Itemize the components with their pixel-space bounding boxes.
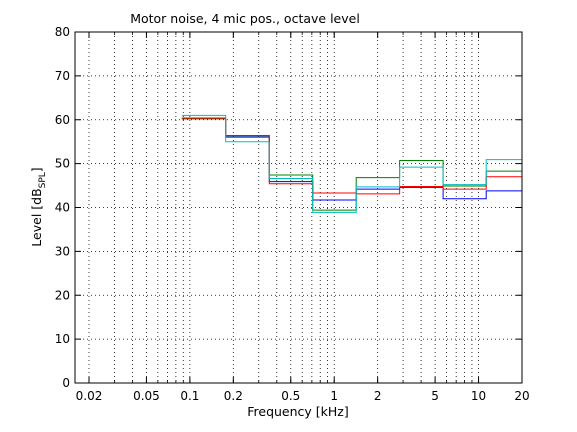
x-tick-label: 20 (514, 389, 529, 403)
x-tick-label: 0.1 (180, 389, 199, 403)
y-axis-label-main: Level [dB (29, 188, 44, 246)
x-tick-label: 10 (471, 389, 486, 403)
x-tick-label: 0.02 (76, 389, 103, 403)
grid-lines (75, 32, 522, 383)
x-axis-label: Frequency [kHz] (247, 404, 349, 419)
y-tick-label: 20 (55, 288, 70, 302)
x-tick-label: 2 (374, 389, 382, 403)
y-tick-label: 60 (55, 113, 70, 127)
x-tick-label: 0.5 (281, 389, 300, 403)
y-axis-label: Level [dBSPL] (29, 167, 48, 246)
x-tick-label: 0.05 (133, 389, 160, 403)
tick-labels: 0.02 0.05 0.1 0.2 0.5 1 2 5 10 20 0 10 20 30 40 50 60 70 8… (55, 25, 530, 403)
y-tick-label: 0 (62, 376, 70, 390)
y-tick-label: 30 (55, 244, 70, 258)
y-tick-label: 50 (55, 157, 70, 171)
x-tick-label: 5 (431, 389, 439, 403)
y-axis-label-close: ] (29, 167, 44, 172)
y-tick-label: 70 (55, 69, 70, 83)
y-axis-label-subscript: SPL (38, 172, 48, 188)
series-line-4 (181, 114, 522, 213)
x-tick-label: 0.2 (224, 389, 243, 403)
x-tick-label: 1 (330, 389, 338, 403)
tick-marks (75, 31, 523, 384)
chart-title: Motor noise, 4 mic pos., octave level (130, 11, 360, 26)
y-tick-label: 80 (55, 25, 70, 39)
y-tick-label: 10 (55, 332, 70, 346)
plot-area (75, 32, 522, 383)
y-tick-label: 40 (55, 201, 70, 215)
series-lines (181, 114, 522, 213)
